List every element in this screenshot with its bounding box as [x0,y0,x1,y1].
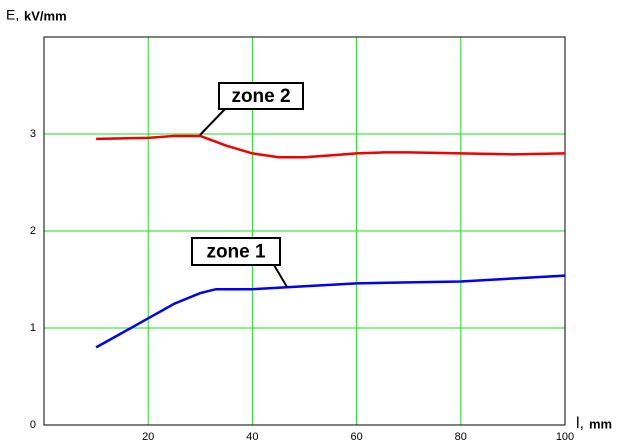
y-axis-label: E, [6,7,19,23]
x-tick-label: 60 [350,431,362,443]
plot-border [43,36,566,426]
callout-box [191,237,281,266]
x-tick-label: 100 [556,431,574,443]
callout-leader [199,108,226,136]
x-axis-unit: mm [589,416,612,431]
legend-label: zone 1 [206,242,266,263]
x-tick-label: 20 [142,431,154,443]
callout-box [218,82,304,110]
x-tick-label: 80 [455,431,467,443]
y-tick-label: 3 [30,128,36,140]
line-series [96,134,566,159]
line-series [95,274,566,349]
callout-leader [273,264,288,288]
y-tick-label: 1 [30,322,36,334]
x-axis-label: l, [576,415,584,432]
y-axis-unit: kV/mm [24,8,67,23]
legend-label: zone 2 [231,86,290,107]
x-tick-label: 40 [246,431,258,443]
y-tick-label: 2 [30,225,36,237]
y-tick-label: 0 [30,419,36,431]
